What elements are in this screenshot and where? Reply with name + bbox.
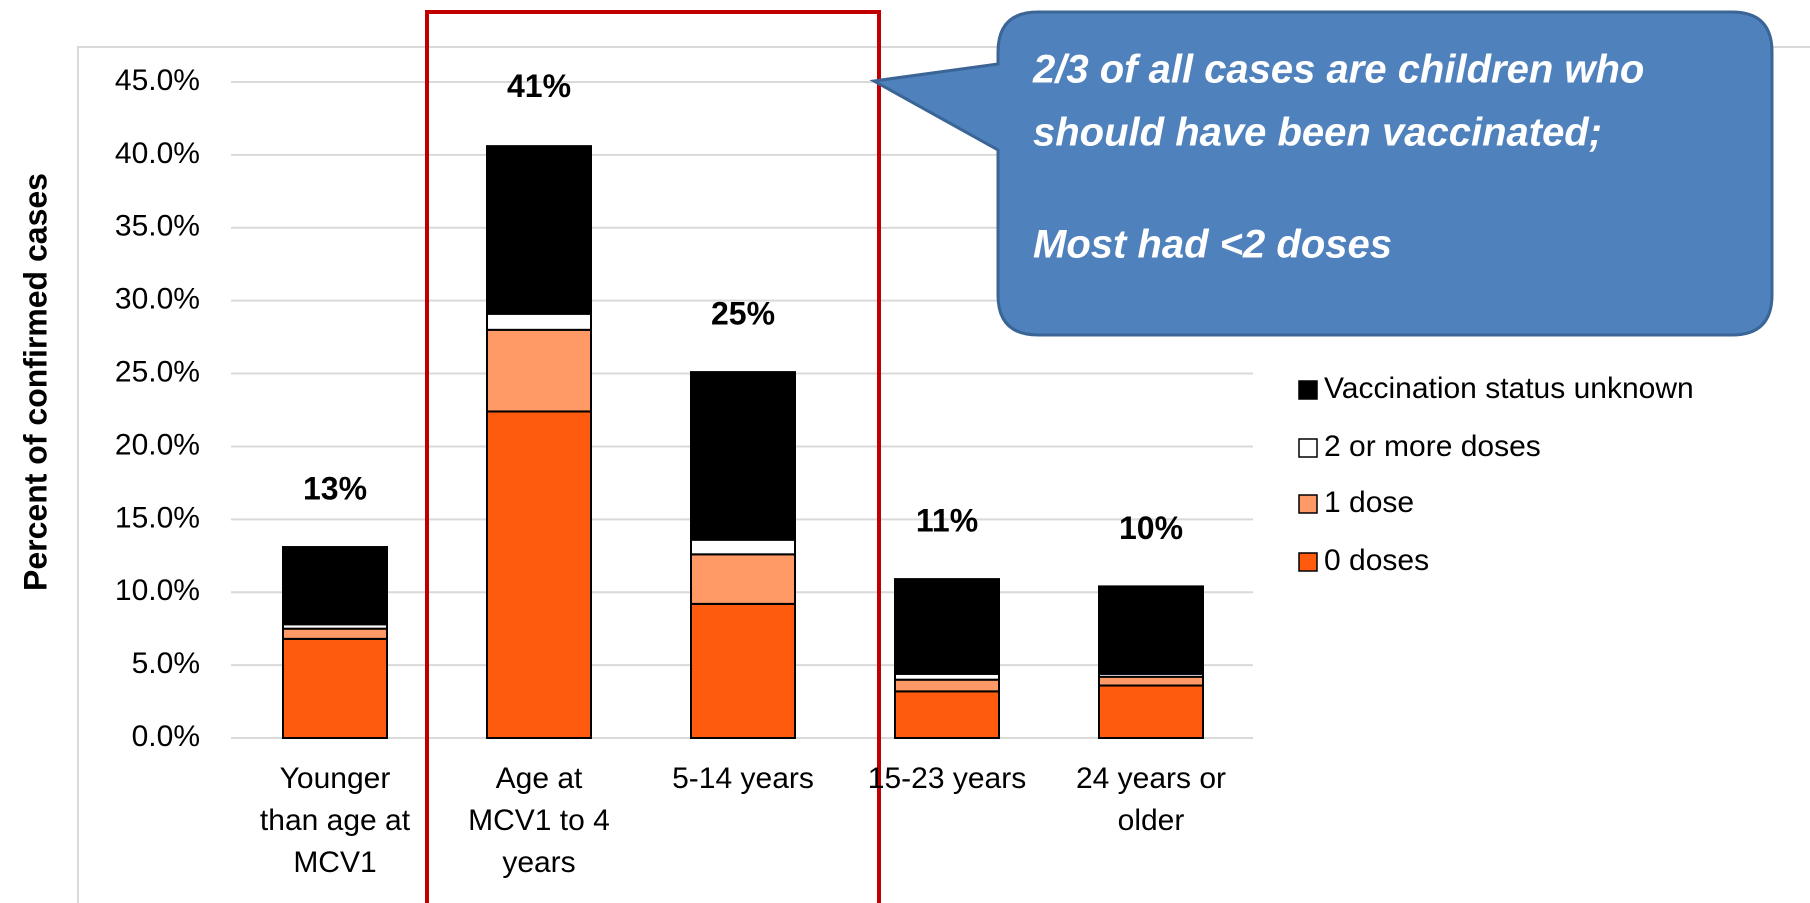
- bar-segment: [486, 312, 592, 331]
- bar-segment: [1098, 585, 1204, 675]
- x-tick-label: Age at MCV1 to 4 years: [468, 762, 610, 879]
- bar-segment: [690, 602, 796, 740]
- bar-segment: [690, 371, 796, 541]
- bar-segment: [282, 627, 388, 640]
- bar-segment: [282, 546, 388, 626]
- bar-segment: [282, 637, 388, 739]
- y-tick-label: 20.0%: [115, 428, 200, 461]
- total-label: 11%: [916, 503, 978, 539]
- bar-segment: [894, 678, 1000, 693]
- legend-label: Vaccination status unknown: [1324, 372, 1694, 405]
- y-tick-label: 15.0%: [115, 501, 200, 534]
- callout-text: should have been vaccinated;: [1033, 111, 1602, 155]
- legend-swatch: [1298, 438, 1318, 458]
- bar-segment: [690, 553, 796, 605]
- total-label: 41%: [507, 68, 571, 104]
- x-tick-label: 15-23 years: [867, 762, 1027, 795]
- legend-swatch: [1298, 494, 1318, 514]
- total-label: 13%: [303, 470, 367, 506]
- legend-swatch: [1298, 552, 1318, 572]
- y-tick-label: 30.0%: [115, 283, 200, 316]
- y-axis-label: Percent of confirmed cases: [17, 173, 53, 591]
- y-tick-label: 25.0%: [115, 355, 200, 388]
- y-tick-label: 45.0%: [115, 64, 200, 97]
- legend-label: 0 doses: [1324, 544, 1429, 577]
- bar-segment: [486, 145, 592, 315]
- x-tick-label: Younger than age at MCV1: [259, 762, 411, 879]
- total-label: 10%: [1119, 510, 1183, 546]
- legend-swatch: [1298, 380, 1318, 400]
- bar-segment: [894, 690, 1000, 740]
- callout-text: Most had <2 doses: [1033, 223, 1392, 267]
- x-tick-label: 24 years or older: [1075, 762, 1227, 837]
- callout: [869, 10, 1774, 337]
- bar-segment: [486, 410, 592, 739]
- total-label: 25%: [711, 296, 775, 332]
- y-tick-label: 35.0%: [115, 210, 200, 243]
- legend-label: 1 dose: [1324, 486, 1414, 519]
- legend-label: 2 or more doses: [1324, 430, 1541, 463]
- bar-segment: [486, 328, 592, 413]
- x-tick-label: 5-14 years: [672, 762, 814, 795]
- bar-segment: [1098, 684, 1204, 740]
- callout-text: 2/3 of all cases are children who: [1032, 48, 1644, 92]
- y-tick-label: 0.0%: [132, 720, 200, 753]
- y-tick-label: 5.0%: [132, 647, 200, 680]
- bar-segment: [690, 538, 796, 556]
- bar-segment: [894, 578, 1000, 675]
- y-tick-label: 40.0%: [115, 137, 200, 170]
- y-tick-label: 10.0%: [115, 574, 200, 607]
- bar-segment: [1098, 675, 1204, 687]
- highlight-box: [425, 10, 881, 903]
